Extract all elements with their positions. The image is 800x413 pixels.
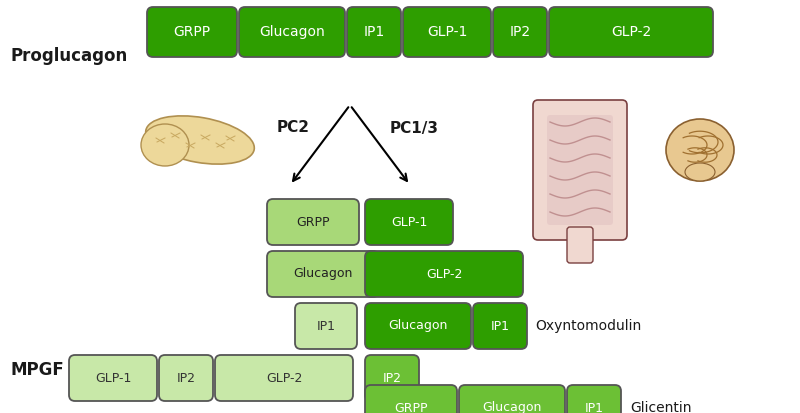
Text: Glucagon: Glucagon xyxy=(388,320,448,332)
FancyBboxPatch shape xyxy=(365,199,453,245)
Text: Proglucagon: Proglucagon xyxy=(10,47,127,65)
FancyBboxPatch shape xyxy=(239,7,345,57)
Text: GRPP: GRPP xyxy=(394,401,428,413)
Text: IP1: IP1 xyxy=(490,320,510,332)
FancyBboxPatch shape xyxy=(533,100,627,240)
FancyBboxPatch shape xyxy=(493,7,547,57)
Text: GLP-1: GLP-1 xyxy=(427,25,467,39)
FancyBboxPatch shape xyxy=(567,385,621,413)
Text: IP2: IP2 xyxy=(177,372,195,385)
Text: IP1: IP1 xyxy=(363,25,385,39)
Text: Glicentin: Glicentin xyxy=(630,401,691,413)
Ellipse shape xyxy=(146,116,254,164)
Ellipse shape xyxy=(666,119,734,181)
Ellipse shape xyxy=(141,124,189,166)
FancyBboxPatch shape xyxy=(365,355,419,401)
FancyBboxPatch shape xyxy=(549,7,713,57)
Text: GRPP: GRPP xyxy=(174,25,210,39)
Text: MPGF: MPGF xyxy=(10,361,64,379)
Text: PC1/3: PC1/3 xyxy=(390,121,439,135)
FancyBboxPatch shape xyxy=(159,355,213,401)
FancyBboxPatch shape xyxy=(365,251,523,297)
FancyBboxPatch shape xyxy=(473,303,527,349)
Ellipse shape xyxy=(685,163,715,181)
Text: GLP-1: GLP-1 xyxy=(95,372,131,385)
FancyBboxPatch shape xyxy=(403,7,491,57)
FancyBboxPatch shape xyxy=(347,7,401,57)
Text: GRPP: GRPP xyxy=(296,216,330,228)
FancyBboxPatch shape xyxy=(567,227,593,263)
FancyBboxPatch shape xyxy=(69,355,157,401)
Text: IP2: IP2 xyxy=(382,372,402,385)
Text: Glucagon: Glucagon xyxy=(259,25,325,39)
Text: GLP-1: GLP-1 xyxy=(391,216,427,228)
FancyBboxPatch shape xyxy=(365,385,457,413)
Text: GLP-2: GLP-2 xyxy=(611,25,651,39)
FancyBboxPatch shape xyxy=(267,251,379,297)
FancyBboxPatch shape xyxy=(365,303,471,349)
Text: Glucagon: Glucagon xyxy=(294,268,353,280)
FancyBboxPatch shape xyxy=(547,115,613,225)
FancyBboxPatch shape xyxy=(147,7,237,57)
Text: IP1: IP1 xyxy=(317,320,335,332)
Text: GLP-2: GLP-2 xyxy=(426,268,462,280)
Text: IP1: IP1 xyxy=(585,401,603,413)
Text: Oxyntomodulin: Oxyntomodulin xyxy=(535,319,642,333)
FancyBboxPatch shape xyxy=(459,385,565,413)
Text: GLP-2: GLP-2 xyxy=(266,372,302,385)
FancyBboxPatch shape xyxy=(295,303,357,349)
Text: PC2: PC2 xyxy=(277,121,310,135)
Text: Glucagon: Glucagon xyxy=(482,401,542,413)
FancyBboxPatch shape xyxy=(215,355,353,401)
Text: IP2: IP2 xyxy=(510,25,530,39)
FancyBboxPatch shape xyxy=(267,199,359,245)
